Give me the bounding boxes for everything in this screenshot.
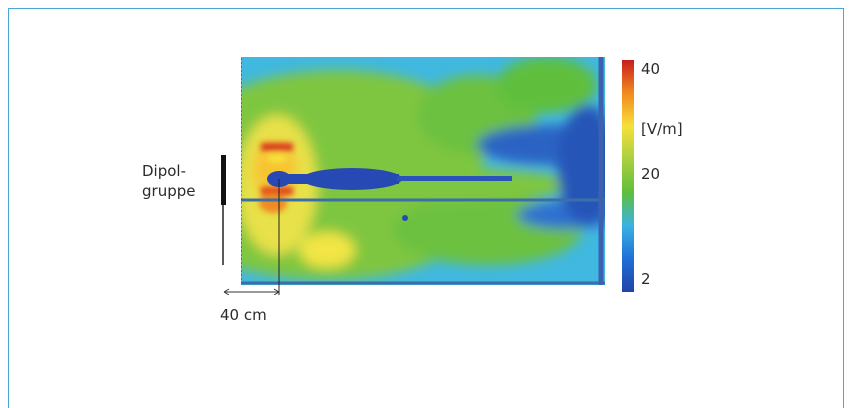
dipole-label-line1: Dipol- [142,162,186,180]
dipole-label-line2: gruppe [142,181,196,200]
colorbar-min-label: 2 [641,270,651,288]
dipole-element [221,155,226,205]
field-map-image [241,57,605,285]
scale-bar-label: 40 cm [220,306,267,324]
colorbar-max-label: 40 [641,60,661,78]
colorbar-mid-label: 20 [641,165,661,183]
colorbar-unit-label: [V/m] [641,120,683,138]
dipole-group-label: Dipol- gruppe [142,162,195,201]
figure-frame [8,8,844,408]
scale-bar [223,288,280,295]
colorbar [622,60,634,292]
field-strength-map [221,57,605,295]
